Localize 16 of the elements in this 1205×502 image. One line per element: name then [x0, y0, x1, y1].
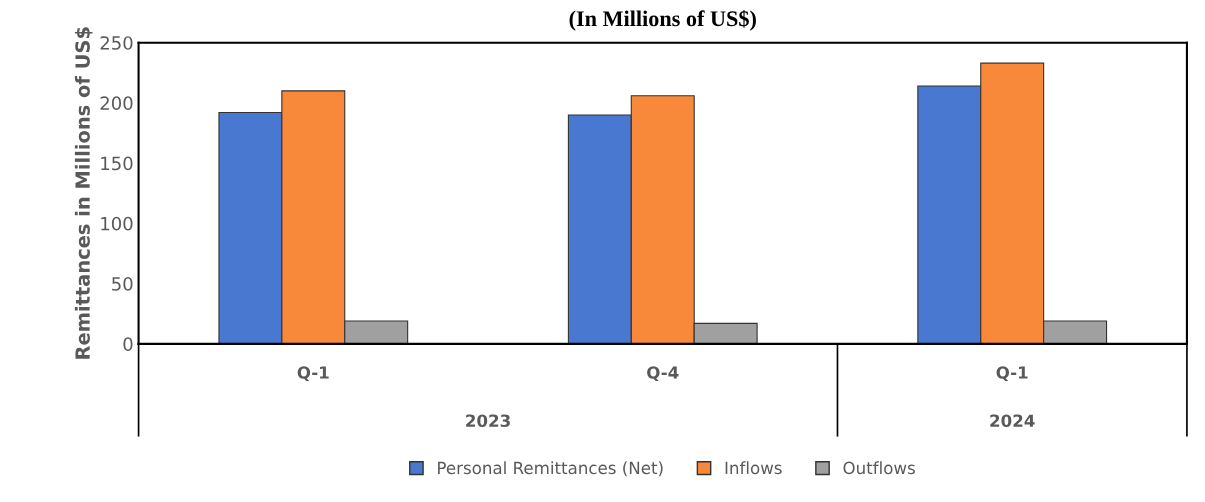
- legend-label: Outflows: [843, 461, 915, 475]
- y-axis-title: Remittances in Millions of US$: [74, 27, 93, 359]
- text: 2023: [466, 414, 510, 428]
- y-tick-label: 100: [101, 216, 133, 231]
- x-tick-label: Q-1: [996, 366, 1028, 382]
- y-tick-label: 150: [101, 156, 133, 171]
- y-tick-label: 200: [100, 96, 133, 111]
- x-tick-label: Q-1: [297, 366, 329, 382]
- legend-label: Inflows: [725, 461, 782, 475]
- chart-title: (In Millions of US$): [569, 9, 756, 31]
- text: 2024: [990, 414, 1035, 428]
- legend-label: Personal Remittances (Net): [438, 461, 663, 477]
- x-tick-label: Q-4: [647, 366, 679, 382]
- y-tick-label: 50: [112, 277, 133, 291]
- y-tick-label: 250: [100, 36, 133, 50]
- y-tick-label: 0: [123, 337, 133, 351]
